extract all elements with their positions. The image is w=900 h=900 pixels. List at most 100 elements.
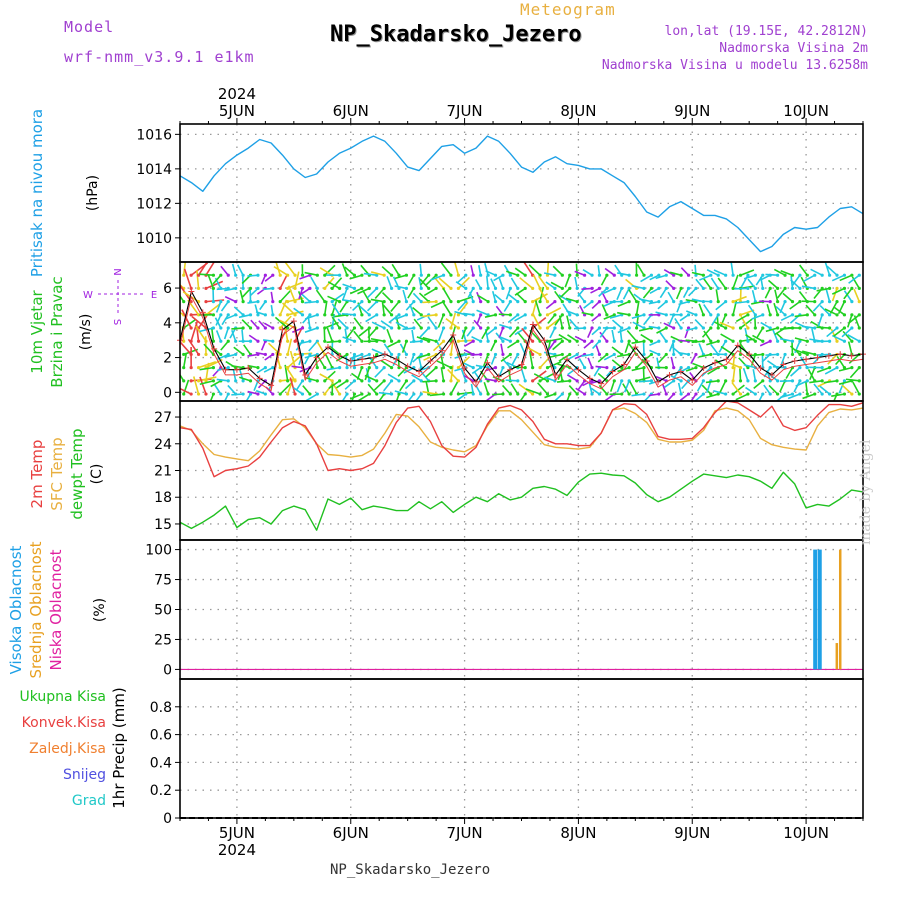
wind-barb: [180, 387, 192, 395]
wind-barb-head: [768, 392, 772, 396]
wind-barb: [437, 327, 445, 342]
wind-barb-head: [701, 313, 705, 317]
wind-barb-head: [360, 313, 364, 317]
wind-barb: [706, 340, 719, 346]
wind-barb: [503, 301, 512, 312]
wind-barb: [785, 367, 794, 379]
wind-barb-head: [709, 313, 713, 317]
wind-barb: [331, 277, 343, 289]
wind-barb-head: [315, 273, 319, 277]
wind-barb-head: [300, 379, 305, 383]
wind-barb: [419, 278, 430, 289]
wind-barb: [631, 314, 645, 320]
wind-barb: [689, 371, 697, 382]
wind-barb-head: [323, 366, 327, 370]
wind-barb: [314, 354, 319, 368]
wind-barb: [758, 393, 764, 401]
cloud-bar: [813, 549, 818, 670]
wind-barb-head: [226, 379, 230, 383]
wind-barb-head: [731, 286, 735, 291]
wind-barb: [648, 300, 660, 305]
wind-barb: [419, 263, 423, 276]
wind-barb: [395, 393, 400, 401]
wind-barb: [391, 263, 400, 276]
wind-barb: [507, 293, 519, 303]
wind-point-marker: [575, 366, 582, 373]
wind-barb: [847, 341, 853, 355]
wind-barb-head: [493, 352, 498, 357]
wind-barb: [604, 393, 615, 401]
wind-barb: [357, 393, 370, 401]
wind-barb: [688, 287, 697, 297]
wind-point-marker: [541, 337, 548, 344]
wind-barb-head: [842, 366, 847, 370]
wind-barb: [665, 280, 675, 289]
wind-barb: [526, 346, 541, 356]
wind-barb: [255, 389, 266, 395]
wind-barb: [804, 381, 809, 395]
wind-barb: [402, 289, 408, 302]
wind-barb: [212, 367, 222, 377]
wind-barb: [642, 287, 653, 299]
wind-barb-head: [857, 273, 861, 277]
wind-barb-head: [776, 313, 780, 317]
wind-barb: [575, 387, 586, 395]
wind-barb: [518, 383, 534, 395]
wind-barb: [558, 294, 571, 303]
wind-barb: [390, 301, 400, 312]
wind-barb-head: [360, 366, 364, 370]
wind-barb: [780, 270, 793, 276]
wind-barb-head: [263, 273, 267, 277]
wind-barb-head: [738, 392, 743, 396]
wind-barb: [180, 311, 185, 316]
wind-barb: [554, 314, 563, 326]
wind-point-marker: [825, 352, 832, 359]
wind-barb-head: [456, 366, 460, 370]
wind-barb: [622, 288, 630, 300]
wind-barb: [670, 356, 675, 368]
wind-barb-head: [352, 352, 357, 357]
wind-barb: [801, 325, 815, 329]
wind-barb-head: [234, 379, 238, 383]
wind-barb-head: [590, 352, 594, 357]
wind-barb-head: [627, 326, 631, 330]
bottom-day-label: 7JUN: [446, 824, 482, 842]
wind-barb-head: [798, 286, 802, 291]
wind-barb-head: [196, 313, 201, 317]
wind-barb: [663, 268, 675, 276]
wind-barb-head: [798, 339, 802, 343]
bottom-day-label: 8JUN: [560, 824, 596, 842]
wind-barb: [500, 343, 504, 355]
wind-barb-head: [664, 352, 668, 357]
wind-barb-head: [620, 379, 624, 383]
wind-barb: [494, 293, 504, 303]
wind-barb: [638, 380, 652, 383]
wind-barb: [611, 319, 623, 329]
wind-barb: [546, 318, 560, 329]
wind-barb: [199, 273, 214, 277]
precip-plot-area: [180, 679, 863, 818]
wind-barb: [370, 337, 385, 343]
wind-barb-head: [204, 352, 208, 357]
wind-barb: [383, 380, 393, 392]
wind-barb: [649, 287, 660, 295]
precip-axis-label: 1hr Precip (mm): [110, 687, 128, 808]
wind-barb-head: [338, 273, 342, 277]
wind-barb-head: [531, 339, 535, 343]
wind-barb: [380, 359, 393, 369]
wind-barb: [616, 380, 623, 393]
wind-barb: [779, 337, 793, 343]
wind-barb-head: [493, 366, 498, 370]
wind-barb-head: [248, 326, 253, 330]
wind-barb: [279, 315, 292, 329]
wind-barb: [341, 312, 355, 316]
wind-barb: [463, 349, 474, 356]
wind-barb-head: [338, 326, 342, 330]
wind-barb: [831, 287, 845, 295]
wind-barb-head: [790, 300, 795, 304]
wind-barb: [366, 301, 378, 312]
wind-barb: [597, 265, 601, 276]
wind-barb-head: [753, 326, 757, 330]
wind-barb: [668, 314, 675, 326]
wind-barb-head: [568, 326, 572, 330]
